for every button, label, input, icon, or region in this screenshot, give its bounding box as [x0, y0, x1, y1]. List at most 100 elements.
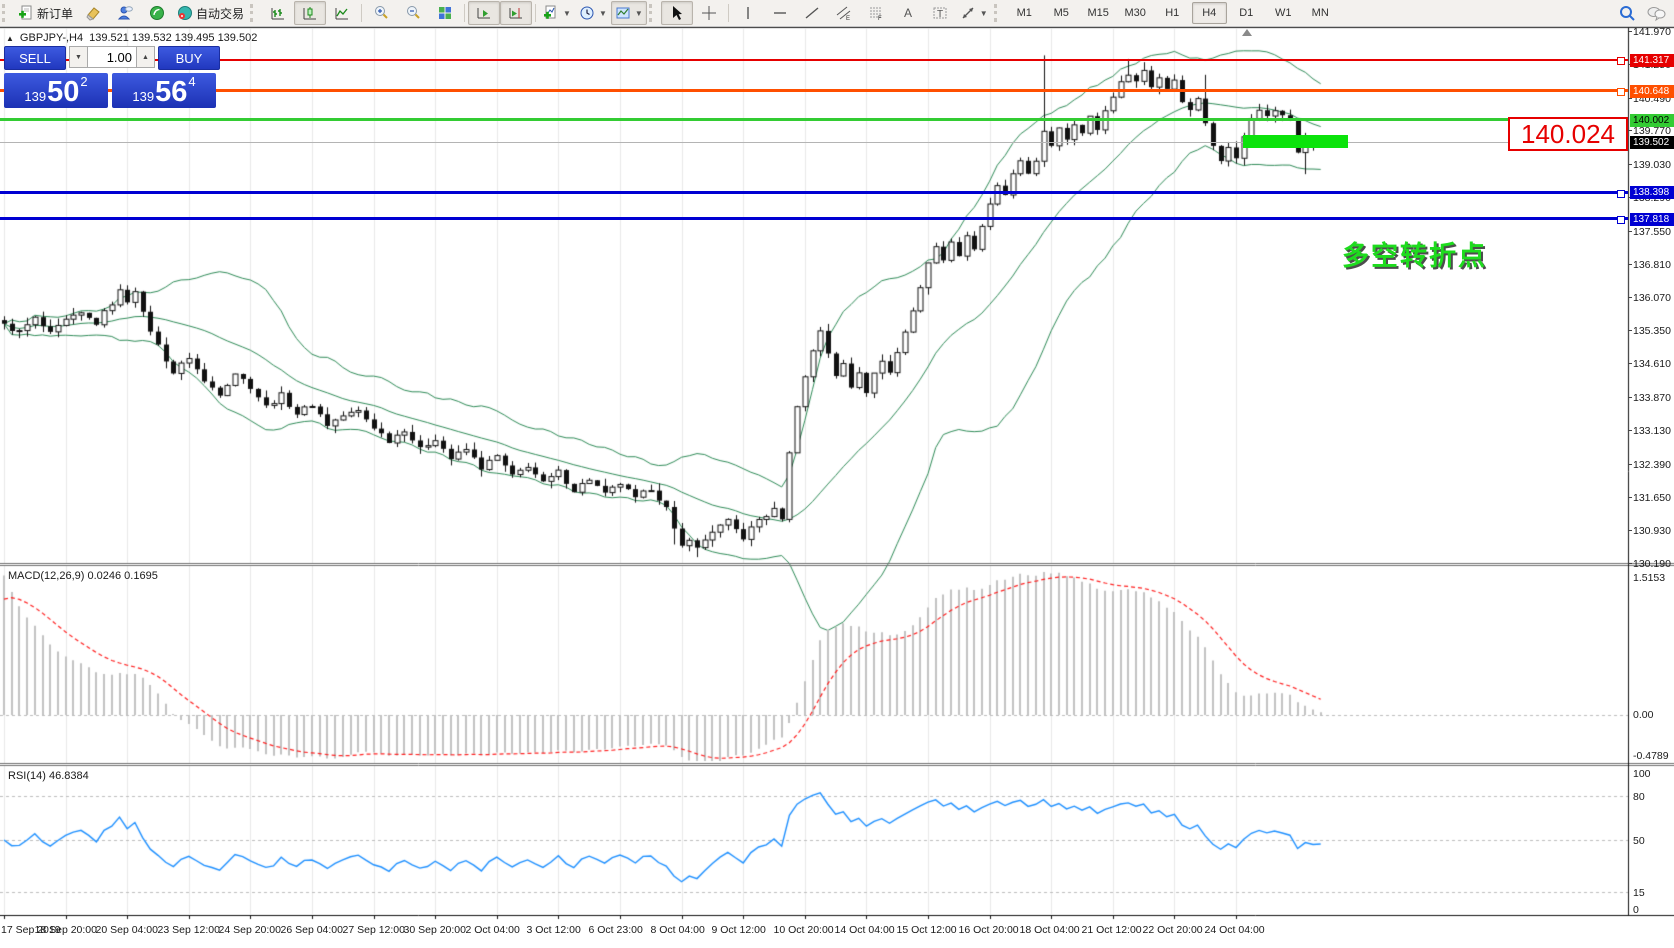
- date-label: 18 Sep 20:00: [34, 924, 97, 936]
- horizontal-line-138.398[interactable]: [0, 189, 1628, 198]
- horizontal-line-137.818[interactable]: [0, 215, 1628, 224]
- price-tag-140.648: 140.648: [1630, 85, 1674, 98]
- one-click-trade-panel: SELL ▼ ▲ BUY 139 50 2 139 56 4: [4, 46, 220, 108]
- date-label: 27 Sep 12:00: [342, 924, 405, 936]
- date-label: 22 Oct 20:00: [1142, 924, 1203, 936]
- price-tick-136.810: 136.810: [1633, 259, 1671, 271]
- macd-label: MACD(12,26,9) 0.0246 0.1695: [8, 570, 158, 582]
- price-tag-139.502: 139.502: [1630, 136, 1674, 149]
- price-tickmark: [1628, 497, 1632, 498]
- price-tickmark: [1628, 530, 1632, 531]
- price-tag-138.398: 138.398: [1630, 186, 1674, 199]
- volume-input[interactable]: [88, 46, 136, 68]
- price-tickmark: [1628, 98, 1632, 99]
- date-label: 17 Sep 2019: [1, 924, 61, 936]
- date-label: 10 Oct 20:00: [773, 924, 834, 936]
- price-tickmark: [1628, 31, 1632, 32]
- highlight-rectangle[interactable]: [1243, 135, 1348, 148]
- buy-price-sup: 4: [188, 74, 196, 89]
- date-label: 26 Sep 04:00: [280, 924, 343, 936]
- rsi-axis-15: 15: [1633, 886, 1645, 899]
- price-tickmark: [1628, 264, 1632, 265]
- price-tick-137.550: 137.550: [1633, 226, 1671, 238]
- collapse-panel-icon[interactable]: ▲: [6, 33, 14, 43]
- horizontal-line-140.648[interactable]: [0, 87, 1628, 96]
- price-tick-131.650: 131.650: [1633, 492, 1671, 504]
- sell-price-big: 50: [47, 76, 80, 108]
- date-label: 24 Sep 20:00: [218, 924, 281, 936]
- buy-price-prefix: 139: [132, 89, 155, 104]
- symbol-name: GBPJPY-,H4: [19, 32, 84, 44]
- buy-button[interactable]: BUY: [158, 46, 220, 70]
- price-tick-134.610: 134.610: [1633, 358, 1671, 370]
- sell-price-sup: 2: [80, 74, 88, 89]
- date-label: 21 Oct 12:00: [1081, 924, 1142, 936]
- date-label: 18 Oct 04:00: [1019, 924, 1080, 936]
- macd-axis-0.00: 0.00: [1633, 709, 1654, 721]
- line-anchor-knob[interactable]: [1617, 215, 1625, 224]
- rsi-label: RSI(14) 46.8384: [8, 770, 89, 782]
- date-label: 3 Oct 12:00: [526, 924, 581, 936]
- price-tick-130.930: 130.930: [1633, 525, 1671, 537]
- sell-price-display[interactable]: 139 50 2: [4, 73, 108, 108]
- date-label: 30 Sep 20:00: [403, 924, 466, 936]
- price-tickmark: [1628, 330, 1632, 331]
- price-tag-140.002: 140.002: [1630, 114, 1674, 127]
- price-tickmark: [1628, 563, 1632, 564]
- price-tick-133.870: 133.870: [1633, 392, 1671, 404]
- price-tag-137.818: 137.818: [1630, 213, 1674, 226]
- line-anchor-knob[interactable]: [1617, 57, 1625, 65]
- macd-axis--0.4789: -0.4789: [1633, 750, 1669, 762]
- date-label: 15 Oct 12:00: [896, 924, 957, 936]
- price-tick-139.030: 139.030: [1633, 159, 1671, 171]
- price-tickmark: [1628, 430, 1632, 431]
- rsi-axis-0: 0: [1633, 904, 1639, 916]
- chart-shift-marker[interactable]: [1242, 29, 1252, 36]
- price-tick-139.770: 139.770: [1633, 125, 1671, 137]
- symbol-ohlc-line[interactable]: ▲ GBPJPY-,H4 139.521 139.532 139.495 139…: [6, 32, 257, 44]
- date-label: 24 Oct 04:00: [1204, 924, 1265, 936]
- date-label: 14 Oct 04:00: [834, 924, 895, 936]
- price-tag-141.317: 141.317: [1630, 54, 1674, 67]
- date-label: 2 Oct 04:00: [465, 924, 520, 936]
- cn-annotation-text[interactable]: 多空转折点: [1342, 241, 1487, 271]
- date-label: 8 Oct 04:00: [650, 924, 705, 936]
- line-anchor-knob[interactable]: [1617, 189, 1625, 198]
- date-label: 6 Oct 23:00: [588, 924, 643, 936]
- price-annotation-box[interactable]: 140.024: [1508, 117, 1628, 151]
- price-tickmark: [1628, 397, 1632, 398]
- rsi-axis-100: 100: [1633, 768, 1651, 780]
- price-tickmark: [1628, 297, 1632, 298]
- symbol-ohlc-values: 139.521 139.532 139.495 139.502: [89, 32, 258, 44]
- volume-up-button[interactable]: ▲: [136, 46, 155, 68]
- price-tick-135.350: 135.350: [1633, 325, 1671, 337]
- price-tick-136.070: 136.070: [1633, 292, 1671, 304]
- price-tickmark: [1628, 231, 1632, 232]
- buy-price-display[interactable]: 139 56 4: [112, 73, 216, 108]
- horizontal-line-141.317[interactable]: [0, 57, 1628, 65]
- line-anchor-knob[interactable]: [1617, 87, 1625, 96]
- volume-down-button[interactable]: ▼: [69, 46, 88, 68]
- macd-axis-1.5153: 1.5153: [1633, 572, 1666, 584]
- horizontal-line-140.002[interactable]: [0, 116, 1628, 125]
- price-tickmark: [1628, 130, 1632, 131]
- current-price-line: [0, 142, 1628, 143]
- price-tick-133.130: 133.130: [1633, 425, 1671, 437]
- date-label: 16 Oct 20:00: [958, 924, 1019, 936]
- sell-button[interactable]: SELL: [4, 46, 66, 70]
- date-label: 23 Sep 12:00: [157, 924, 220, 936]
- date-label: 9 Oct 12:00: [711, 924, 766, 936]
- price-tick-141.970: 141.970: [1633, 26, 1671, 38]
- rsi-axis-50: 50: [1633, 835, 1645, 847]
- date-label: 20 Sep 04:00: [95, 924, 158, 936]
- price-tick-132.390: 132.390: [1633, 459, 1671, 471]
- sell-price-prefix: 139: [24, 89, 47, 104]
- price-tickmark: [1628, 363, 1632, 364]
- price-tick-130.190: 130.190: [1633, 558, 1671, 570]
- rsi-axis-80: 80: [1633, 790, 1645, 803]
- price-tickmark: [1628, 464, 1632, 465]
- buy-price-big: 56: [155, 76, 188, 108]
- price-tickmark: [1628, 164, 1632, 165]
